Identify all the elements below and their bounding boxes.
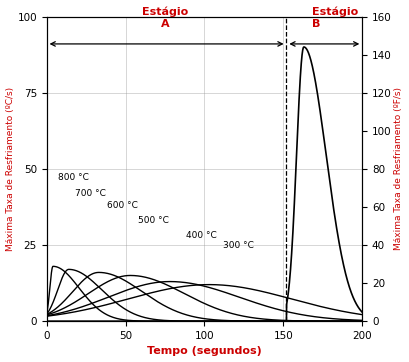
Y-axis label: Máxima Taxa de Resfriamento (ºF/s): Máxima Taxa de Resfriamento (ºF/s) — [394, 87, 403, 251]
Text: Estágio
B: Estágio B — [312, 7, 358, 29]
Text: 700 °C: 700 °C — [75, 189, 106, 198]
Text: 400 °C: 400 °C — [186, 231, 216, 240]
Y-axis label: Máxima Taxa de Resfriamento (ºC/s): Máxima Taxa de Resfriamento (ºC/s) — [6, 87, 15, 251]
Text: 500 °C: 500 °C — [138, 216, 169, 225]
Text: 300 °C: 300 °C — [223, 240, 254, 249]
X-axis label: Tempo (segundos): Tempo (segundos) — [147, 346, 262, 357]
Text: Estágio
A: Estágio A — [142, 7, 188, 29]
Text: 800 °C: 800 °C — [58, 173, 89, 182]
Text: 600 °C: 600 °C — [107, 201, 137, 210]
